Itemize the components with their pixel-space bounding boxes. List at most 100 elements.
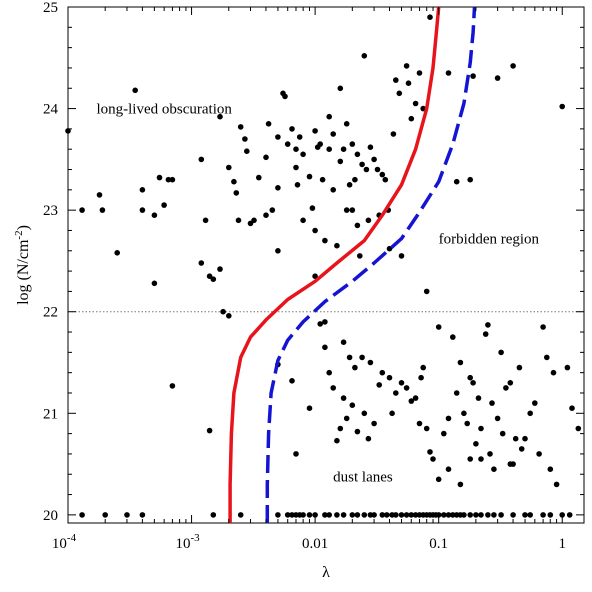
data-point [151, 280, 158, 287]
data-point [485, 512, 491, 518]
data-point [217, 113, 223, 120]
data-point [352, 364, 358, 371]
data-point [275, 134, 281, 140]
data-point [461, 410, 467, 417]
data-point [151, 212, 158, 218]
data-point [398, 380, 405, 386]
data-point [512, 435, 519, 442]
data-point [453, 178, 460, 185]
data-point [165, 176, 172, 183]
data-point [503, 385, 509, 391]
data-point [349, 402, 356, 409]
data-point [114, 250, 120, 256]
annotation-text: long-lived obscuration [96, 102, 232, 118]
data-point [522, 435, 528, 442]
data-point [559, 103, 565, 110]
data-point [242, 136, 248, 142]
x-tick-base: 1 [558, 536, 566, 552]
data-point [408, 398, 415, 404]
data-point [169, 176, 176, 183]
data-point [470, 73, 476, 79]
data-point [489, 400, 495, 406]
data-point [354, 512, 361, 518]
data-point [340, 146, 347, 152]
data-point [416, 70, 423, 76]
data-point [532, 400, 538, 406]
data-point [198, 156, 205, 163]
data-point [467, 176, 474, 183]
data-point [326, 113, 333, 120]
data-point [330, 131, 337, 137]
data-point [467, 512, 474, 518]
data-point [340, 512, 347, 518]
data-point [453, 390, 460, 396]
data-point [522, 512, 528, 518]
data-point [420, 364, 427, 371]
data-point [498, 512, 504, 518]
data-point [510, 63, 516, 69]
model-curves [228, 6, 477, 523]
solid-red-curve [228, 6, 441, 523]
data-point [300, 151, 306, 158]
plot-area [67, 6, 585, 524]
data-point [296, 134, 303, 140]
data-point [265, 121, 272, 127]
data-point [412, 100, 419, 107]
data-point [494, 415, 501, 422]
annotation-text: forbidden region [439, 232, 540, 248]
data-point [487, 451, 493, 457]
data-point [102, 512, 108, 518]
data-point [365, 217, 372, 224]
data-point [461, 512, 467, 518]
data-point [403, 385, 410, 391]
data-point [376, 382, 383, 388]
data-point [412, 512, 419, 518]
data-point [412, 395, 419, 401]
data-point [450, 334, 456, 340]
data-point [132, 87, 138, 94]
data-point [293, 146, 299, 152]
data-point [408, 512, 415, 518]
data-point [354, 151, 361, 158]
data-point [343, 207, 350, 213]
data-point [206, 273, 213, 280]
data-point [99, 207, 106, 213]
data-point [337, 425, 344, 432]
data-point [346, 354, 353, 361]
data-point [251, 217, 257, 224]
data-point [564, 364, 571, 371]
data-point [457, 359, 464, 366]
data-point [393, 512, 399, 518]
data-point [334, 242, 340, 249]
data-point [334, 512, 340, 518]
data-point [423, 288, 430, 295]
data-point [306, 512, 313, 518]
data-point [435, 512, 442, 518]
data-point [293, 164, 299, 171]
annotation-text: dust lanes [333, 469, 393, 485]
data-point [527, 512, 533, 518]
y-axis-label-exp: -2 [13, 230, 25, 239]
x-tick-base: 0.01 [302, 536, 328, 552]
data-point [354, 428, 361, 435]
data-point [427, 14, 433, 20]
data-point [393, 77, 399, 83]
data-point [349, 141, 356, 147]
data-point [494, 75, 501, 81]
data-point [326, 369, 333, 376]
x-tick-base: 10 [175, 536, 190, 552]
data-point [365, 435, 372, 442]
data-point [361, 512, 368, 518]
data-point [198, 260, 205, 266]
data-point [389, 410, 395, 417]
data-point [79, 512, 85, 518]
data-point [244, 148, 250, 154]
x-tick-exp: -4 [67, 532, 77, 544]
data-point [289, 512, 295, 518]
y-tick-label: 21 [43, 406, 58, 422]
data-point [255, 174, 262, 181]
data-point [435, 476, 442, 483]
data-point [445, 415, 452, 422]
data-point [386, 374, 393, 381]
data-point [294, 182, 301, 188]
